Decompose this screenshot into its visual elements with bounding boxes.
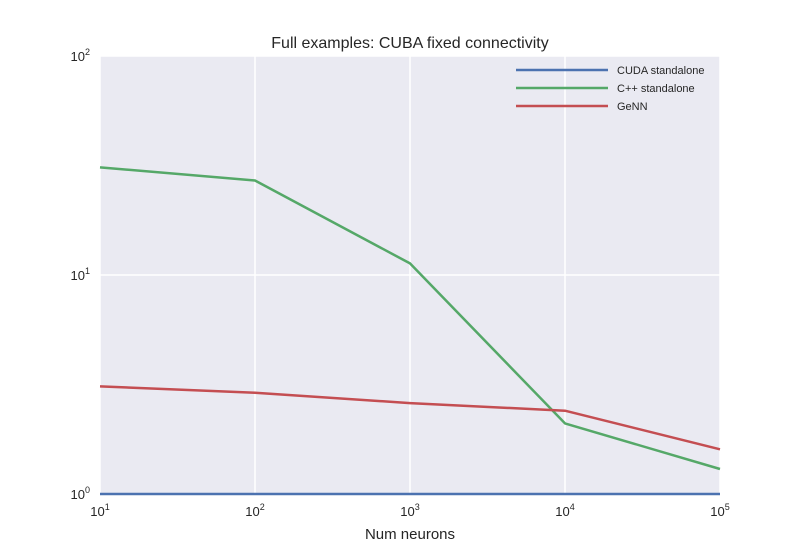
x-tick-label: 101 [90, 502, 109, 519]
x-tick-label: 105 [710, 502, 729, 519]
x-axis-label: Num neurons [365, 526, 455, 543]
x-tick-label: 104 [555, 502, 574, 519]
x-tick-label: 102 [245, 502, 264, 519]
y-axis-ticks: 100 101 102 [71, 47, 90, 502]
y-tick-label: 100 [71, 485, 90, 502]
series-line-genn [99, 385, 721, 451]
y-tick-label: 102 [71, 47, 90, 64]
series-lines [99, 166, 721, 496]
legend-label: C++ standalone [617, 83, 695, 95]
x-axis-ticks: 101 102 103 104 105 [90, 502, 729, 519]
legend-label: CUDA standalone [617, 65, 704, 77]
y-tick-label: 101 [71, 266, 90, 283]
legend: CUDA standalone C++ standalone GeNN [516, 65, 704, 113]
series-line-c-standalone [99, 166, 721, 471]
legend-label: GeNN [617, 101, 648, 113]
x-tick-label: 103 [400, 502, 419, 519]
chart-title: Full examples: CUBA fixed connectivity [271, 35, 548, 52]
